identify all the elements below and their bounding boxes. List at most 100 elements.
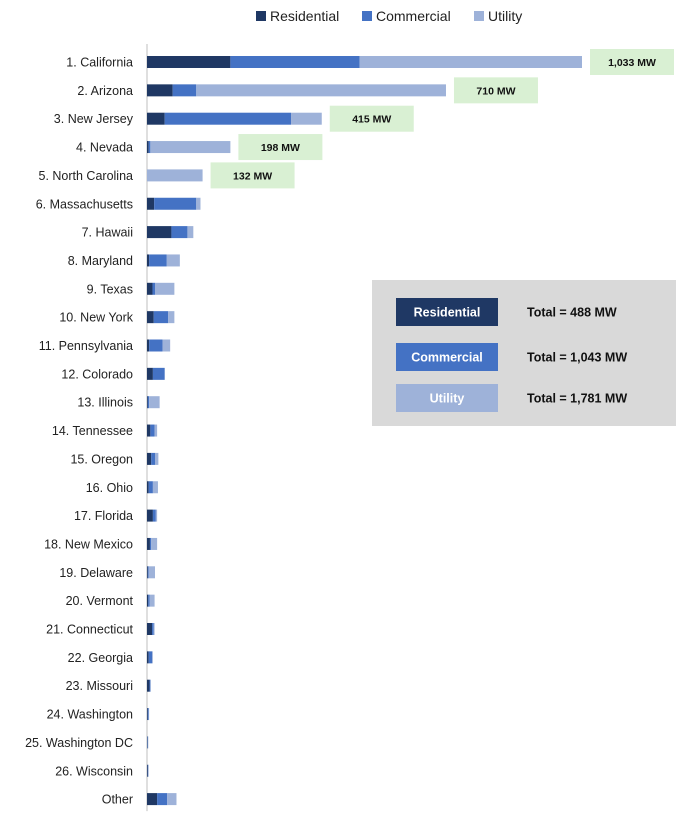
bar-segment-residential	[147, 141, 149, 154]
bar-row: 9. Texas	[87, 282, 175, 296]
category-label: 7. Hawaii	[82, 226, 133, 240]
bar-segment-commercial	[149, 679, 151, 692]
data-label-text: 132 MW	[233, 170, 272, 182]
bar-row: 21. Connecticut	[46, 623, 155, 637]
category-label: 23. Missouri	[66, 679, 133, 693]
bar-row: 25. Washington DC	[25, 736, 149, 750]
bar-segment-utility	[196, 197, 201, 210]
category-label: 8. Maryland	[68, 254, 133, 268]
bar-row: 22. Georgia	[68, 651, 153, 665]
bar-segment-residential	[147, 764, 148, 777]
bar-segment-residential	[147, 481, 149, 494]
bar-row: 23. Missouri	[66, 679, 151, 693]
summary-name: Residential	[414, 306, 481, 320]
bar-segment-utility	[196, 84, 446, 97]
bar-segment-utility	[166, 254, 180, 267]
legend-swatch-commercial	[362, 11, 372, 21]
category-label: 14. Tennessee	[52, 424, 133, 438]
bar-row: 16. Ohio	[86, 481, 158, 495]
bar-segment-residential	[147, 339, 150, 352]
legend: Residential Commercial Utility	[256, 8, 522, 24]
bar-segment-commercial	[152, 509, 156, 522]
bar-segment-utility	[152, 651, 153, 664]
bar-segment-residential	[147, 537, 150, 550]
category-label: 5. North Carolina	[39, 169, 134, 183]
category-label: 2. Arizona	[77, 84, 133, 98]
summary-total: Total = 1,781 MW	[527, 392, 627, 406]
bar-segment-commercial	[171, 226, 188, 239]
bar-segment-commercial	[151, 452, 156, 465]
bar-segment-residential	[147, 679, 150, 692]
category-label: 10. New York	[59, 311, 133, 325]
bar-row: 1. California	[66, 56, 582, 70]
data-label-text: 710 MW	[476, 85, 515, 97]
category-label: 20. Vermont	[66, 594, 134, 608]
category-label: 3. New Jersey	[54, 112, 134, 126]
bar-segment-utility	[155, 282, 175, 295]
bar-row: 12. Colorado	[61, 367, 165, 381]
data-label: 198 MW	[238, 134, 323, 161]
bar-segment-commercial	[157, 793, 168, 806]
bar-segment-utility	[150, 141, 231, 154]
bar-segment-utility	[187, 226, 194, 239]
bar-segment-utility	[155, 509, 158, 522]
bar-segment-residential	[147, 311, 154, 324]
bar-segment-utility	[162, 339, 171, 352]
bar-segment-utility	[155, 452, 159, 465]
bar-segment-utility	[359, 56, 582, 68]
bar-segment-commercial	[148, 141, 151, 154]
bar-segment-commercial	[152, 282, 156, 295]
bar-row: 18. New Mexico	[44, 537, 158, 551]
bar-segment-utility	[154, 424, 158, 437]
summary-swatch-residential	[396, 298, 498, 326]
bar-segment-residential	[147, 254, 150, 267]
bar-segment-commercial	[152, 623, 154, 635]
bar-segment-residential	[147, 509, 153, 522]
bar-segment-commercial	[149, 537, 152, 550]
bar-row: 17. Florida	[74, 509, 158, 523]
bar-row: 13. Illinois	[77, 396, 160, 410]
category-label: 16. Ohio	[86, 481, 133, 495]
bar-segment-residential	[147, 594, 149, 607]
bar-segment-residential	[147, 708, 148, 721]
data-label: 710 MW	[453, 77, 538, 104]
data-label-text: 415 MW	[352, 114, 391, 126]
category-label: 9. Texas	[87, 282, 133, 296]
bar-segment-commercial	[153, 311, 169, 324]
legend-swatch-residential	[256, 11, 266, 21]
bar-segment-commercial	[154, 197, 197, 210]
bar-segment-commercial	[148, 481, 153, 494]
data-label-text: 1,033 MW	[608, 57, 656, 69]
bar-segment-utility	[152, 481, 158, 494]
bar-segment-commercial	[147, 708, 149, 721]
data-label: 415 MW	[329, 105, 414, 132]
bar-row: 24. Washington	[47, 708, 150, 722]
summary-name: Commercial	[411, 351, 483, 365]
bar-segment-residential	[147, 84, 173, 97]
category-label: 12. Colorado	[61, 367, 133, 381]
bar-segment-commercial	[230, 56, 360, 68]
bar-segment-commercial	[172, 84, 197, 97]
bar-row: 5. North Carolina	[39, 169, 203, 183]
bar-segment-utility	[149, 594, 155, 607]
bar-segment-commercial	[164, 112, 292, 125]
bar-segment-utility	[151, 537, 158, 550]
data-label-box	[238, 134, 323, 161]
bar-row: 10. New York	[59, 311, 175, 325]
bar-segment-utility	[147, 169, 203, 182]
bar-segment-residential	[147, 56, 231, 68]
category-label: 1. California	[66, 56, 133, 70]
bar-segment-commercial	[147, 566, 149, 579]
bar-segment-utility	[168, 311, 175, 324]
bar-segment-residential	[147, 226, 172, 239]
bar-row: 26. Wisconsin	[55, 764, 149, 778]
bar-segment-residential	[147, 396, 148, 409]
category-label: 4. Nevada	[76, 141, 133, 155]
summary-name: Utility	[430, 392, 465, 406]
bar-row: Other	[102, 793, 177, 807]
category-label: 6. Massachusetts	[36, 197, 133, 211]
bar-segment-commercial	[148, 594, 150, 607]
category-label: 21. Connecticut	[46, 623, 133, 637]
bar-segment-residential	[147, 566, 148, 579]
data-label: 1,033 MW	[590, 49, 674, 75]
